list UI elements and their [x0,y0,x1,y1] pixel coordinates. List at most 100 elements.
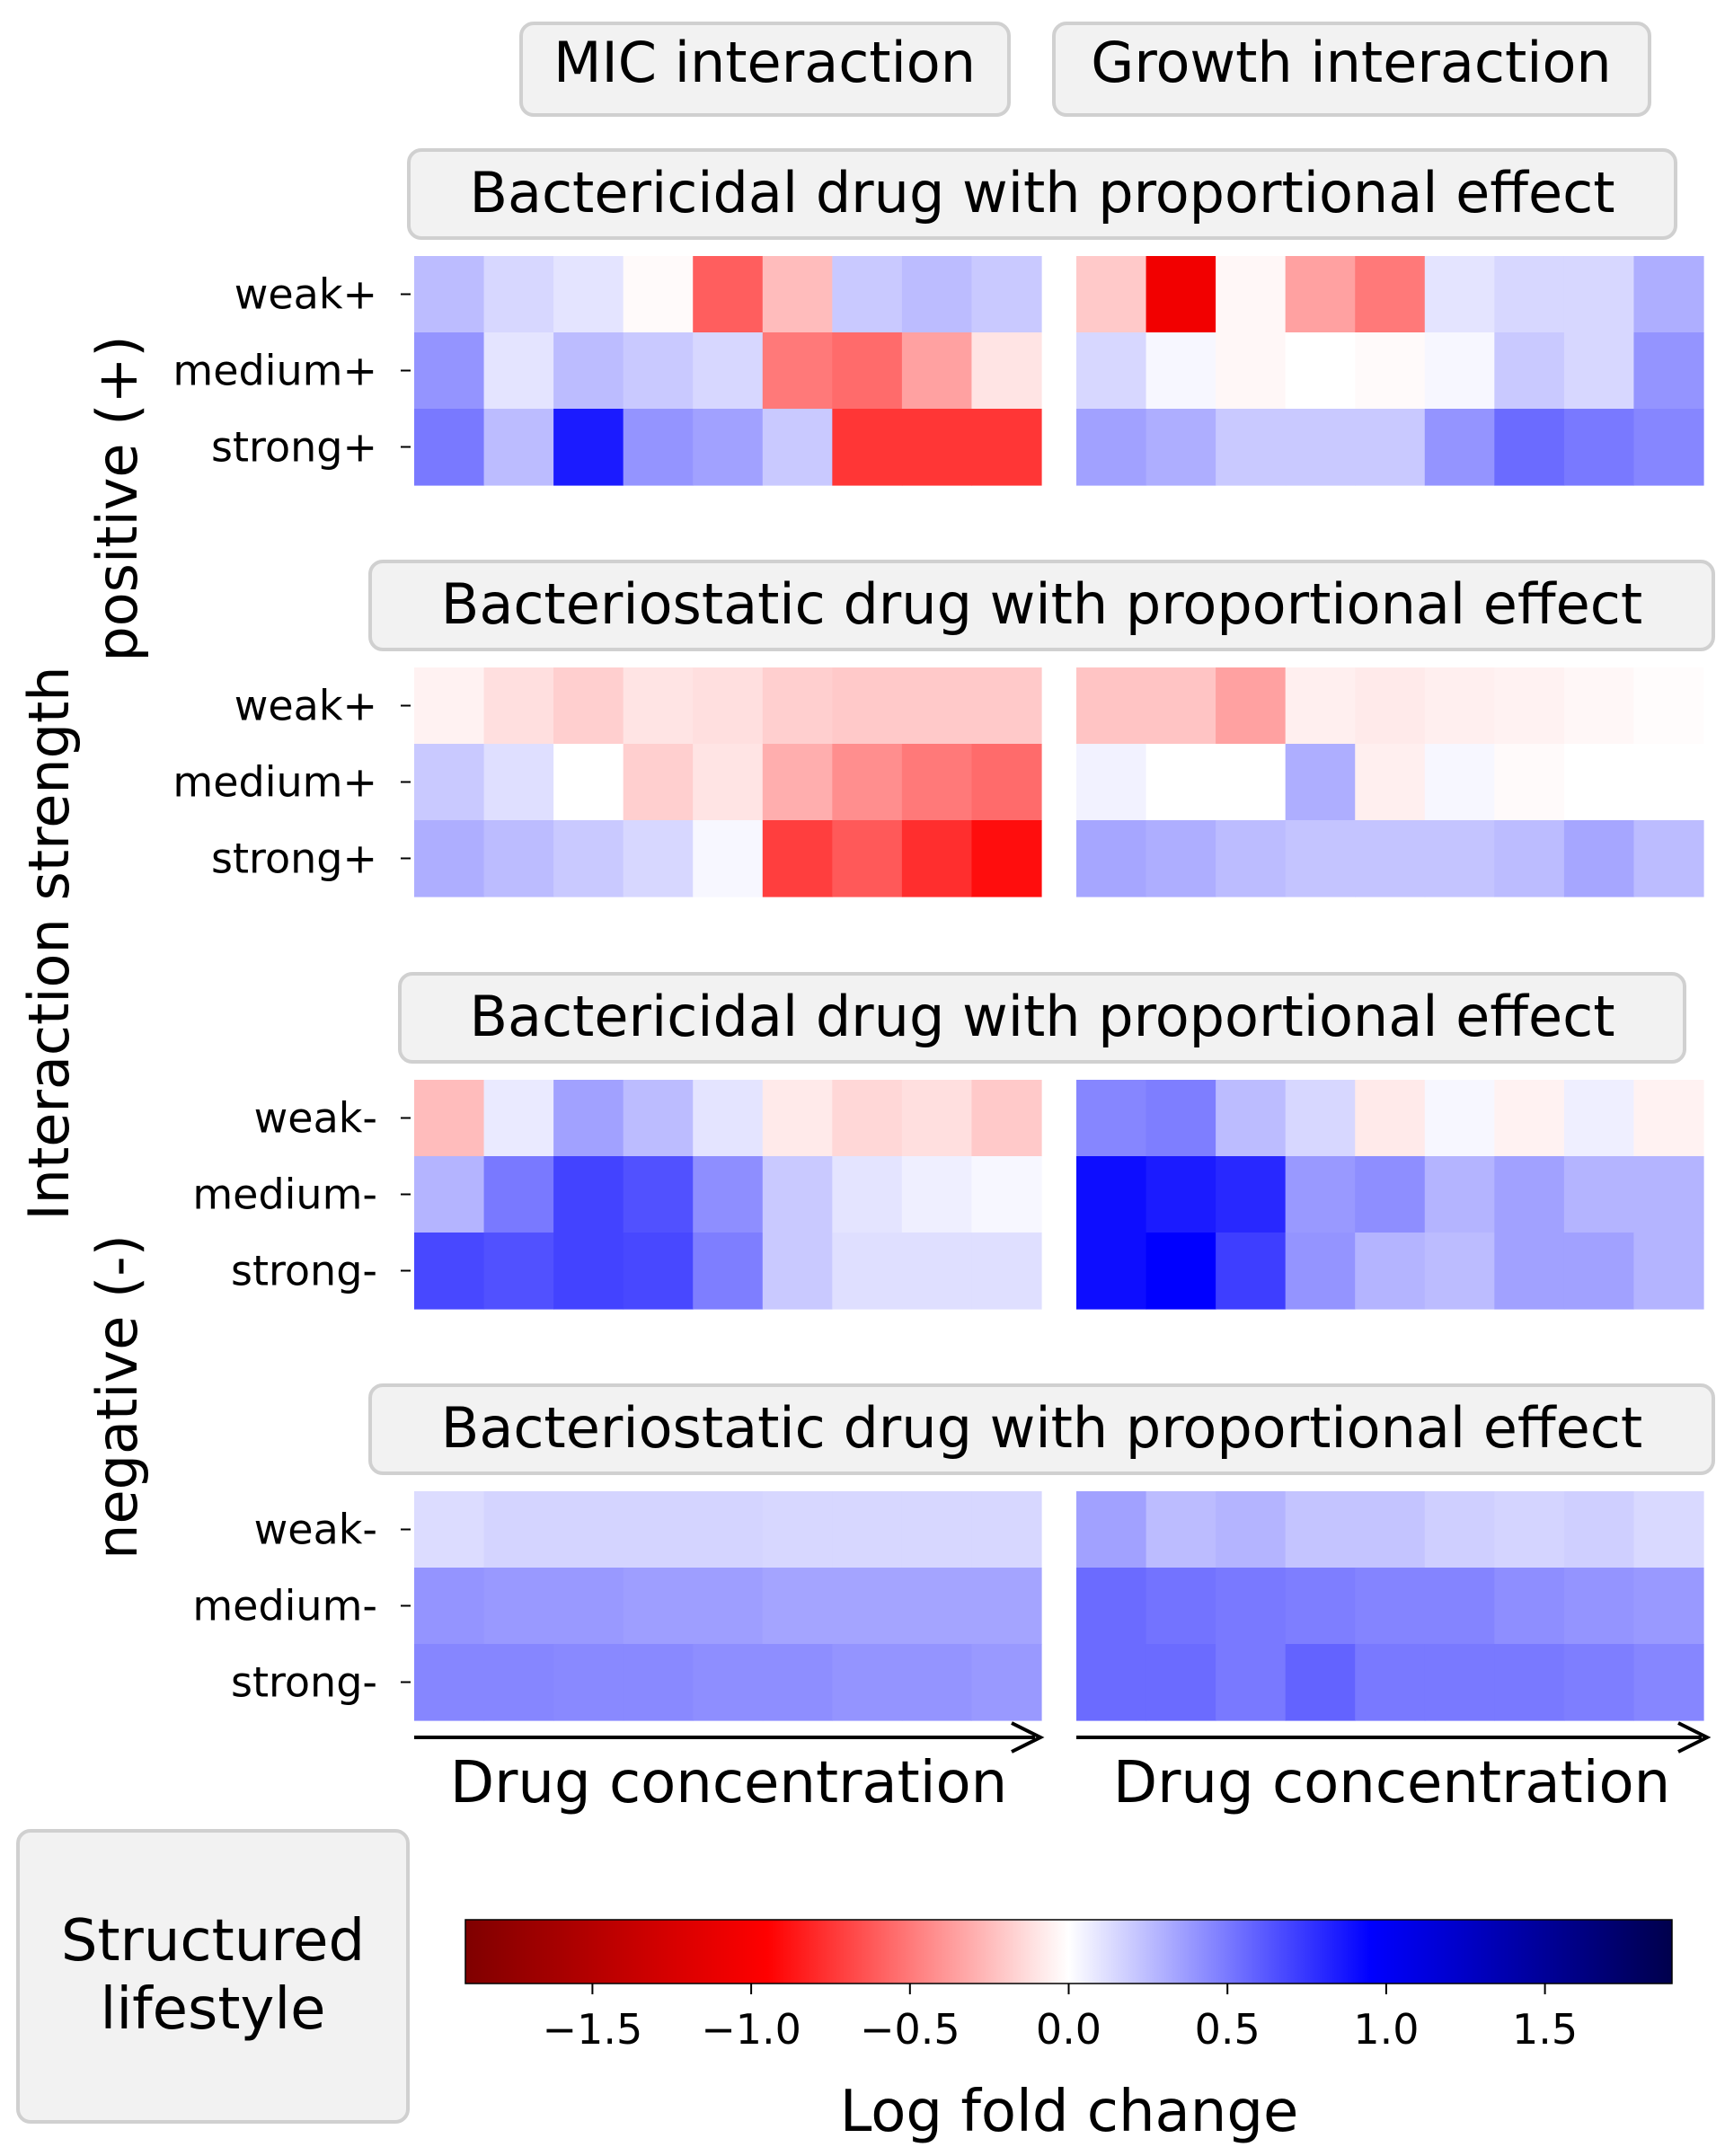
mic-cell [971,332,1042,410]
mic-cell [553,1644,624,1721]
colorbar-tick-label: 0.0 [1036,2005,1101,2054]
panel-title: Bactericidal drug with proportional effe… [469,160,1614,225]
growth-cell [1633,1080,1704,1157]
mic-cell [553,332,624,410]
growth-cell [1216,820,1287,897]
colorbar-tick-label: 0.5 [1195,2005,1261,2054]
growth-cell [1494,1156,1565,1233]
mic-cell [901,332,973,410]
growth-cell [1285,1080,1356,1157]
growth-cell [1424,256,1495,333]
growth-cell [1355,409,1426,486]
growth-cell [1216,1080,1287,1157]
mic-cell [762,1080,833,1157]
growth-cell [1563,409,1635,486]
mic-cell [762,1156,833,1233]
colorbar-tick-label: −0.5 [860,2005,960,2054]
growth-cell [1355,1644,1426,1721]
mic-cell [832,1156,903,1233]
growth-cell [1424,409,1495,486]
mic-cell [762,409,833,486]
mic-cell [553,1233,624,1310]
mic-cell [901,1644,973,1721]
growth-cell [1563,332,1635,410]
column-header-mic-label: MIC interaction [553,30,976,95]
growth-cell [1424,1491,1495,1568]
mic-cell [483,744,554,821]
growth-cell [1076,409,1147,486]
x-axis-growth: Drug concentration [1076,1721,1712,1816]
growth-cell [1424,744,1495,821]
growth-cell [1563,256,1635,333]
growth-cell [1076,1156,1147,1233]
growth-cell [1285,1233,1356,1310]
growth-cell [1424,820,1495,897]
mic-cell [623,409,694,486]
growth-cell [1494,1491,1565,1568]
mic-cell [901,744,973,821]
column-header-mic: MIC interaction [519,22,1011,117]
colorbar: −1.5 −1.0 −0.5 0.0 0.5 1.0 1.5 Log fold change [464,1919,1673,2145]
y-axis-label: Interaction strength [16,666,82,1220]
growth-cell [1563,1491,1635,1568]
mic-cell [414,744,485,821]
mic-cell [693,744,764,821]
x-axis-label-growth: Drug concentration [1113,1750,1670,1816]
row-label: weak+ [234,270,377,319]
mic-cell [414,332,485,410]
colorbar-tick-label: −1.5 [543,2005,643,2054]
growth-cell [1285,667,1356,745]
growth-cell [1355,256,1426,333]
mic-cell [832,1233,903,1310]
mic-cell [832,820,903,897]
mic-cell [901,1156,973,1233]
mic-cell [553,667,624,745]
mic-cell [971,1644,1042,1721]
growth-cell [1355,1491,1426,1568]
mic-cell [762,1644,833,1721]
mic-cell [414,820,485,897]
row-label: medium+ [172,758,377,807]
mic-cell [414,1568,485,1645]
mic-cell [414,667,485,745]
mic-cell [623,744,694,821]
mic-cell [971,1568,1042,1645]
mic-cell [971,744,1042,821]
growth-cell [1146,1568,1216,1645]
growth-cell [1633,332,1704,410]
growth-cell [1076,667,1147,745]
mic-cell [414,256,485,333]
mic-cell [483,1644,554,1721]
mic-cell [414,1233,485,1310]
growth-cell [1424,1644,1495,1721]
growth-cell [1285,1644,1356,1721]
mic-cell [414,409,485,486]
growth-cell [1355,1156,1426,1233]
growth-cell [1285,820,1356,897]
mic-cell [901,820,973,897]
growth-cell [1494,1080,1565,1157]
row-label: weak- [254,1506,377,1554]
panel-title: Bactericidal drug with proportional effe… [469,984,1614,1049]
mic-cell [553,820,624,897]
mic-cell [832,332,903,410]
mic-cell [901,409,973,486]
row-label: strong+ [211,423,377,472]
mic-cell [483,1568,554,1645]
mic-cell [483,1491,554,1568]
mic-cell [901,1080,973,1157]
growth-cell [1633,409,1704,486]
mic-cell [623,820,694,897]
mic-cell [693,332,764,410]
mic-cell [832,1080,903,1157]
growth-cell [1563,1080,1635,1157]
side-box-line-2: lifestyle [101,1976,326,2043]
mic-cell [483,1233,554,1310]
panel-title-box [368,560,1715,651]
mic-cell [762,820,833,897]
growth-cell [1563,1156,1635,1233]
y-group-label-negative: negative (-) [84,1234,150,1560]
mic-cell [693,667,764,745]
mic-cell [971,667,1042,745]
mic-cell [483,667,554,745]
